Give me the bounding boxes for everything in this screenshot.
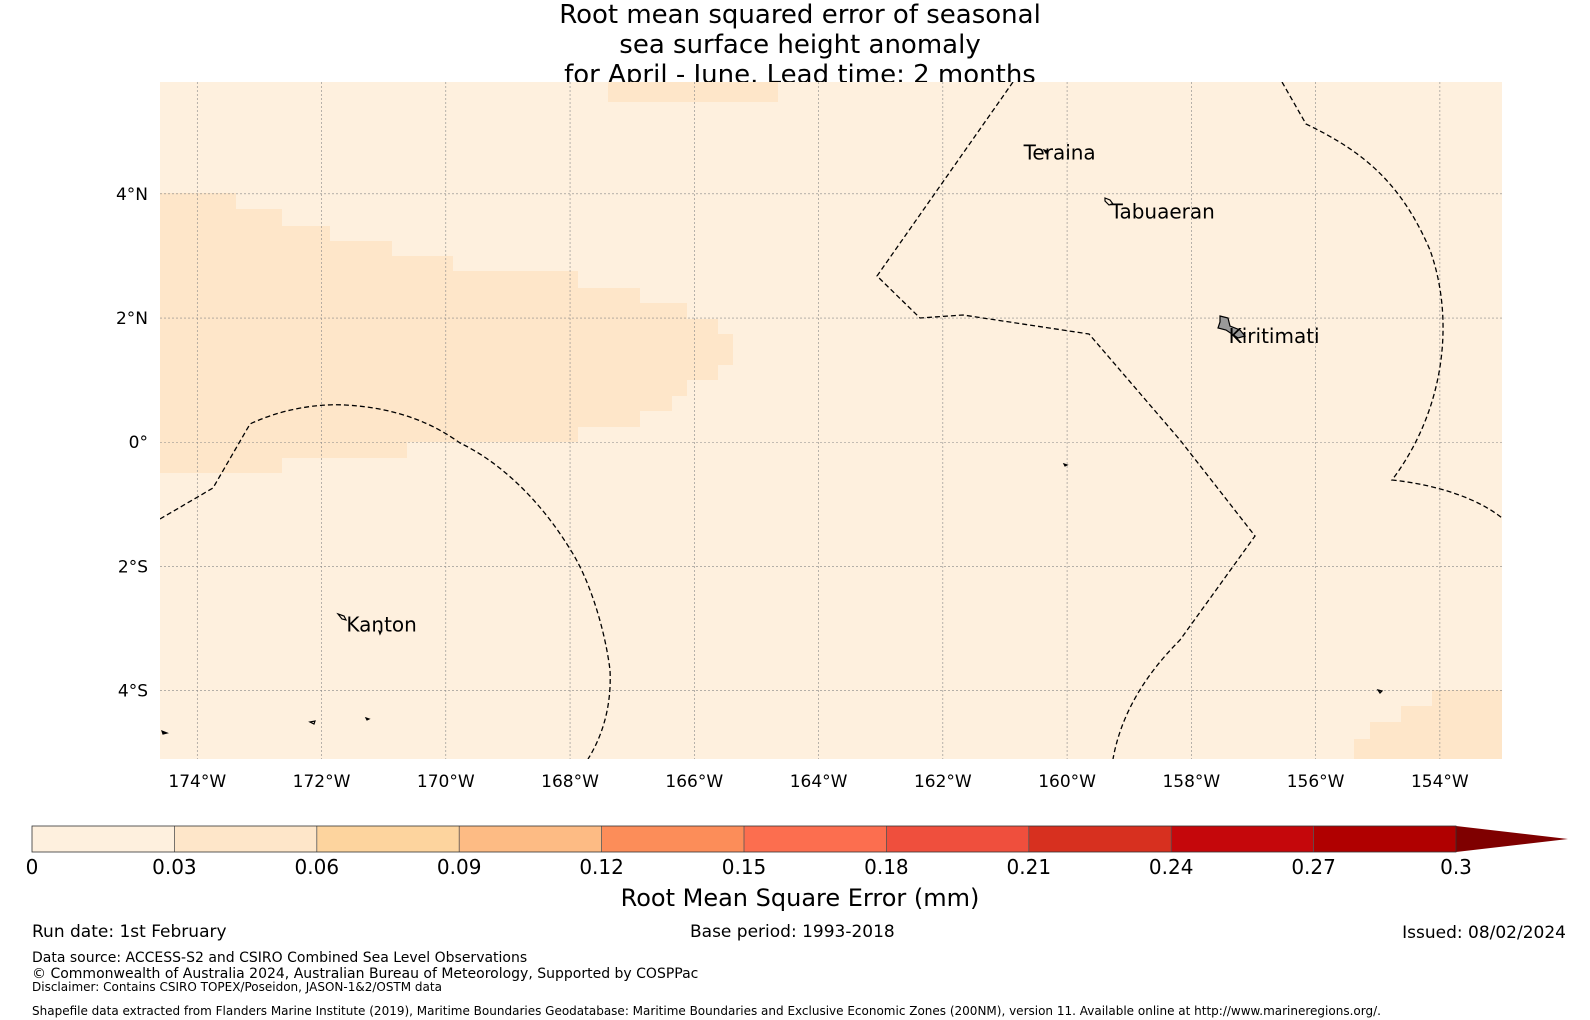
place-label-kanton: Kanton <box>346 613 416 637</box>
colorbar-tick-label: 0.3 <box>1440 855 1472 879</box>
data-source: Data source: ACCESS-S2 and CSIRO Combine… <box>32 950 528 966</box>
colorbar-tick-label: 0.27 <box>1291 855 1336 879</box>
eez-boundaries <box>160 82 1502 759</box>
lon-tick-label: 170°W <box>417 772 475 792</box>
run-date: Run date: 1st February <box>32 922 227 942</box>
copyright: © Commonwealth of Australia 2024, Austra… <box>32 966 699 982</box>
colorbar-tick-label: 0.18 <box>864 855 909 879</box>
disclaimer: Disclaimer: Contains CSIRO TOPEX/Poseido… <box>32 980 442 994</box>
shapefile-credit: Shapefile data extracted from Flanders M… <box>32 1004 1381 1018</box>
colorbar-extend-arrow <box>1456 826 1568 852</box>
island-kanton <box>336 612 348 621</box>
colorbar-segment <box>1171 826 1315 852</box>
island-jarvis <box>1062 462 1069 467</box>
colorbar-segment <box>886 826 1030 852</box>
colorbar-outline <box>31 825 1457 853</box>
lon-tick-label: 156°W <box>1287 772 1345 792</box>
rmse-band-southeast <box>1354 690 1502 759</box>
lon-tick-label: 160°W <box>1038 772 1096 792</box>
colorbar-segment <box>174 826 318 852</box>
lon-tick-label: 172°W <box>293 772 351 792</box>
island-kiritimati <box>1217 315 1247 339</box>
latitude-tick-labels: 4°N 2°N 0° 2°S 4°S <box>116 185 148 702</box>
issued-date: Issued: 08/02/2024 <box>1402 923 1566 943</box>
title-line-2: sea surface height anomaly <box>619 30 981 60</box>
lon-tick-label: 154°W <box>1411 772 1469 792</box>
colorbar-tick-label: 0.03 <box>152 855 197 879</box>
base-period: Base period: 1993-2018 <box>690 922 895 942</box>
colorbar-segment <box>1028 826 1172 852</box>
lat-tick-label: 4°N <box>116 185 148 205</box>
island-tabuaeran <box>1104 197 1115 206</box>
place-label-teraina: Teraina <box>1023 141 1096 165</box>
colorbar-label: Root Mean Square Error (mm) <box>620 884 980 912</box>
colorbar-tick-label: 0.15 <box>722 855 767 879</box>
colorbar-tick-labels: 0 0.03 0.06 0.09 0.12 0.15 0.18 0.21 0.24 0.27 0.3 <box>26 855 1472 879</box>
colorbar-segment <box>459 826 603 852</box>
colorbar-tick-label: 0.06 <box>295 855 340 879</box>
island-enderbury <box>308 720 316 725</box>
colorbar-segment <box>32 826 175 852</box>
lat-tick-label: 2°S <box>118 557 148 577</box>
island-outlines <box>161 148 1384 735</box>
island-birnie <box>364 716 371 721</box>
colorbar-segment <box>1313 826 1457 852</box>
colorbar-tick-label: 0.21 <box>1007 855 1052 879</box>
island-reef <box>377 629 382 636</box>
colorbar <box>31 825 1568 853</box>
place-labels: Teraina Tabuaeran Kiritimati Kanton <box>346 141 1319 637</box>
eez-boundary-kanton <box>160 404 611 759</box>
lon-tick-label: 162°W <box>914 772 972 792</box>
rmse-band-north <box>608 82 778 102</box>
colorbar-tick-label: 0 <box>26 855 39 879</box>
map-area: Teraina Tabuaeran Kiritimati Kanton <box>160 82 1502 759</box>
lon-tick-label: 164°W <box>790 772 848 792</box>
rmse-band-west <box>160 193 733 473</box>
place-label-tabuaeran: Tabuaeran <box>1110 200 1215 224</box>
colorbar-segment <box>601 826 745 852</box>
colorbar-tick-label: 0.24 <box>1149 855 1194 879</box>
lon-tick-label: 166°W <box>665 772 723 792</box>
island-malden <box>1376 689 1384 694</box>
map-gridlines <box>160 82 1502 759</box>
place-label-kiritimati: Kiritimati <box>1229 324 1320 348</box>
lat-tick-label: 0° <box>129 433 148 453</box>
title-line-1: Root mean squared error of seasonal <box>559 0 1041 30</box>
lon-tick-label: 168°W <box>541 772 599 792</box>
lon-tick-label: 174°W <box>168 772 226 792</box>
longitude-tick-labels: 174°W 172°W 170°W 168°W 166°W 164°W 162°W 160°W… <box>168 772 1469 792</box>
island-teraina <box>1042 148 1048 155</box>
eez-boundary-east <box>1281 82 1502 519</box>
lon-tick-label: 158°W <box>1162 772 1220 792</box>
colorbar-segment <box>744 826 887 852</box>
island-west-edge <box>161 729 169 735</box>
colorbar-tick-label: 0.12 <box>579 855 624 879</box>
colorbar-tick-label: 0.09 <box>437 855 482 879</box>
colorbar-segment <box>316 826 460 852</box>
lat-tick-label: 4°S <box>118 682 148 702</box>
lat-tick-label: 2°N <box>116 309 148 329</box>
eez-boundary-line-islands <box>876 82 1256 759</box>
